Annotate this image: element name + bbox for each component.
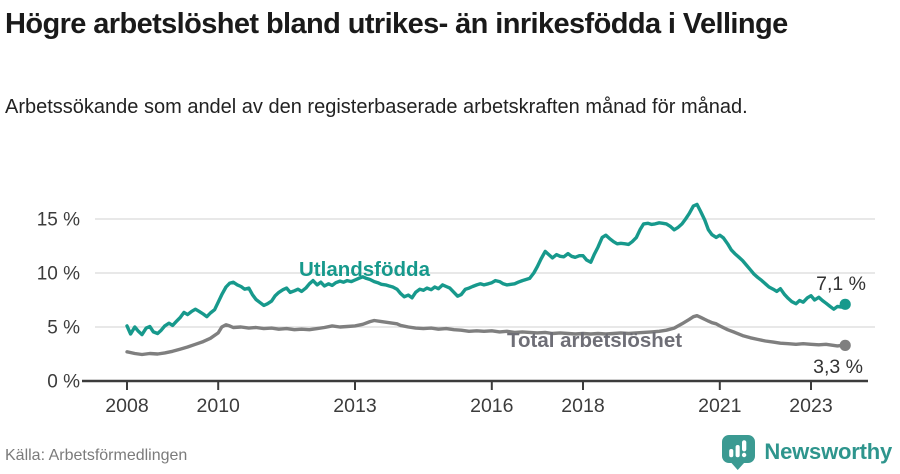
x-tick-label: 2018	[561, 395, 604, 417]
series-end-dot-utlandsfodda	[839, 298, 851, 310]
newsworthy-wordmark: Newsworthy	[764, 439, 892, 464]
y-tick-label: 5 %	[47, 318, 80, 339]
x-tick-label: 2013	[333, 395, 376, 417]
series-end-label-utlandsfodda: 7,1 %	[816, 273, 866, 295]
x-tick-label: 2016	[470, 395, 513, 417]
line-chart-svg: 2008 2010 2013 2016 2018 2021 2023 0 % 5 % 10 % 15…	[37, 202, 875, 417]
chart-title: Högre arbetslöshet bland utrikes- än inr…	[5, 8, 788, 40]
line-chart: 2008 2010 2013 2016 2018 2021 2023 0 % 5 % 10 % 15…	[0, 160, 900, 435]
series-label-utlandsfodda: Utlandsfödda	[299, 258, 431, 281]
newsworthy-icon	[722, 435, 756, 470]
series-end-dot-total	[839, 339, 851, 351]
y-tick-label: 10 %	[37, 264, 80, 285]
series-label-total: Total arbetslöshet	[507, 329, 682, 352]
chart-subtitle: Arbetssökande som andel av den registerb…	[5, 96, 748, 118]
series-line-total	[125, 313, 847, 357]
x-tick-label: 2023	[789, 395, 832, 417]
x-tick-label: 2021	[698, 395, 741, 417]
series-line-utlandsfodda	[125, 202, 847, 337]
series-end-label-total: 3,3 %	[813, 356, 863, 378]
y-tick-label: 0 %	[47, 372, 80, 393]
source-note: Källa: Arbetsförmedlingen	[5, 447, 188, 464]
x-tick-label: 2008	[105, 395, 148, 417]
x-tick-label: 2010	[197, 395, 241, 417]
newsworthy-logo[interactable]: Newsworthy	[721, 434, 892, 470]
y-tick-label: 15 %	[37, 210, 80, 231]
footer: Källa: Arbetsförmedlingen Newsworthy	[0, 434, 900, 474]
